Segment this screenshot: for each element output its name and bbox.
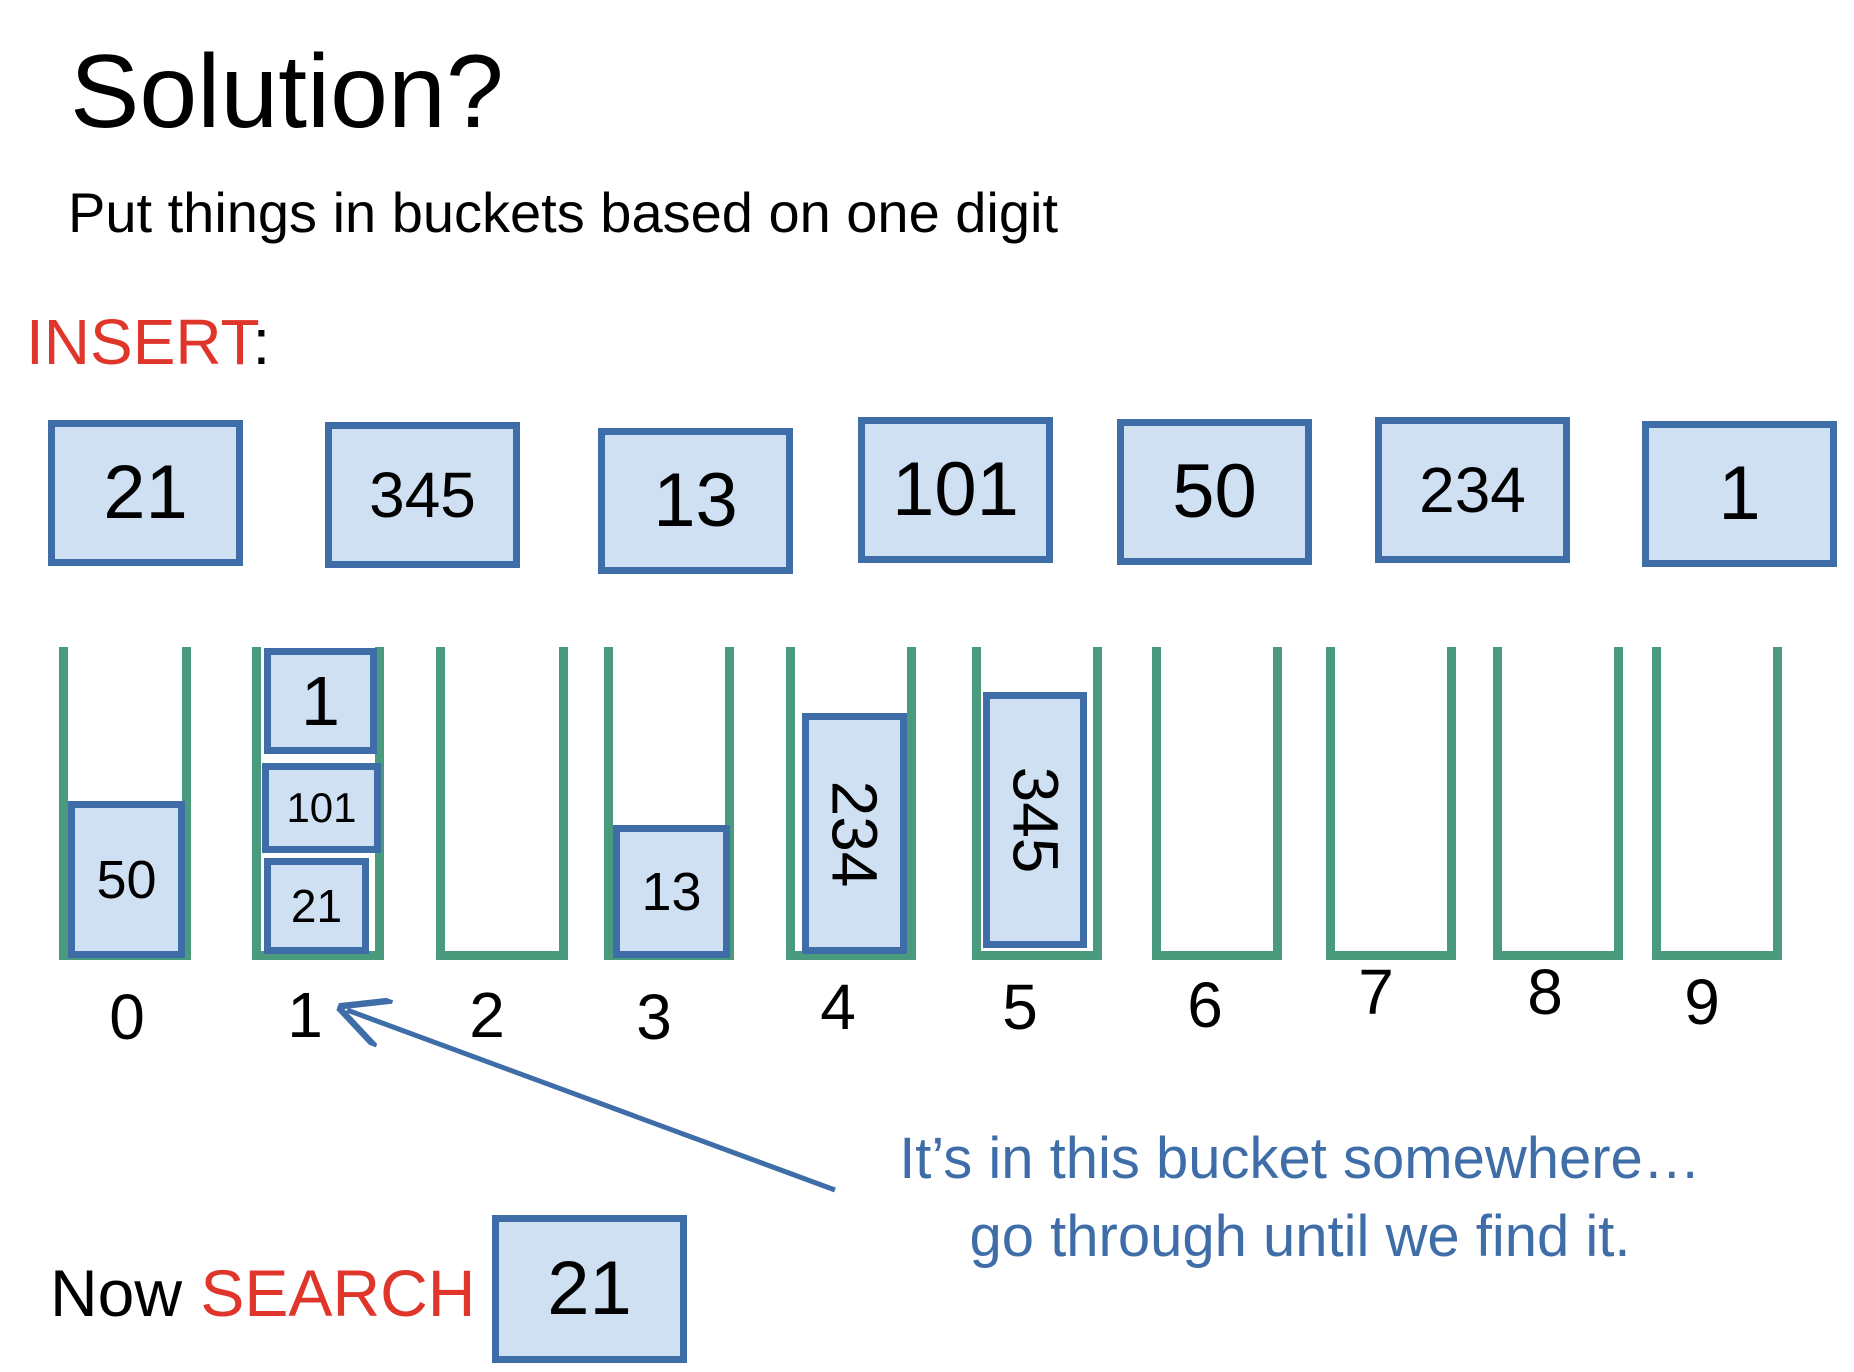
search-prefix: Now — [50, 1256, 201, 1330]
bucket-2 — [436, 647, 568, 960]
insert-colon: : — [252, 306, 271, 378]
bucket-label-8: 8 — [1527, 956, 1563, 1028]
bucket-5 — [972, 647, 1102, 960]
page-title: Solution? — [70, 34, 504, 150]
bucket-label-2: 2 — [469, 979, 505, 1051]
annotation-text: It’s in this bucket somewhere… go throug… — [860, 1120, 1740, 1275]
bucket-7 — [1326, 647, 1456, 960]
bucket-label-1: 1 — [287, 979, 323, 1051]
bucket-0-item-50: 50 — [68, 801, 185, 958]
bucket-label-5: 5 — [1002, 971, 1038, 1043]
insert-item-345: 345 — [325, 422, 520, 568]
insert-item-21: 21 — [48, 420, 243, 566]
insert-item-234: 234 — [1375, 417, 1570, 563]
bucket-label-0: 0 — [109, 981, 145, 1053]
insert-item-101: 101 — [858, 417, 1053, 563]
bucket-3-item-13: 13 — [613, 825, 730, 958]
bucket-label-4: 4 — [820, 971, 856, 1043]
bucket-8 — [1493, 647, 1623, 960]
bucket-1-item-21: 21 — [264, 858, 369, 954]
bucket-1-item-101: 101 — [262, 763, 381, 853]
bucket-4-item-234: 234 — [802, 713, 907, 954]
search-label: Now SEARCH — [50, 1260, 475, 1326]
bucket-9 — [1652, 647, 1782, 960]
bucket-4 — [786, 647, 916, 960]
insert-item-1: 1 — [1642, 421, 1837, 567]
bucket-label-6: 6 — [1187, 969, 1223, 1041]
bucket-label-7: 7 — [1358, 956, 1394, 1028]
insert-keyword: INSERT — [26, 306, 253, 378]
bucket-label-9: 9 — [1684, 966, 1720, 1038]
subtitle: Put things in buckets based on one digit — [68, 181, 1059, 244]
bucket-label-3: 3 — [636, 981, 672, 1053]
search-item-21: 21 — [492, 1215, 687, 1363]
annotation-line-2: go through until we find it. — [969, 1203, 1631, 1269]
insert-item-13: 13 — [598, 428, 793, 574]
annotation-line-1: It’s in this bucket somewhere… — [899, 1126, 1701, 1191]
search-keyword: SEARCH — [200, 1256, 476, 1330]
bucket-5-item-345: 345 — [983, 692, 1087, 948]
insert-label: INSERT: — [26, 310, 270, 374]
bucket-1-item-1: 1 — [264, 648, 377, 754]
insert-item-50: 50 — [1117, 419, 1312, 565]
bucket-6 — [1152, 647, 1282, 960]
arrow-line — [347, 1010, 836, 1193]
